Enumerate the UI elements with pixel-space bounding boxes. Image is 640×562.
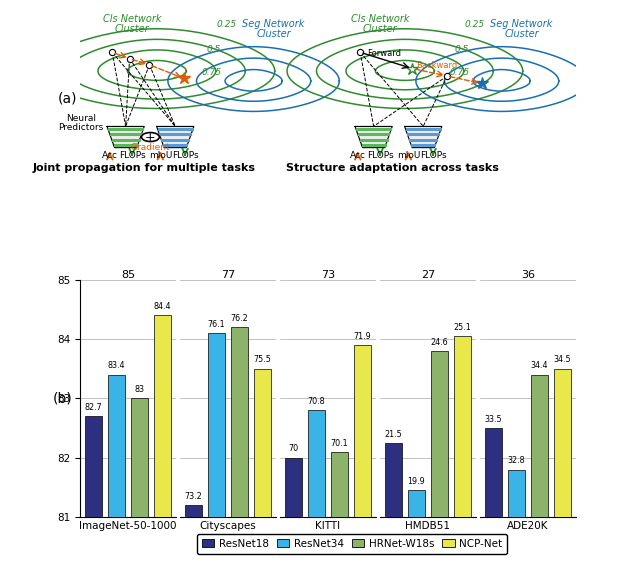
Bar — [385, 443, 402, 517]
Text: 0.75: 0.75 — [202, 68, 221, 77]
Text: 85: 85 — [121, 270, 135, 280]
Text: Backward: Backward — [417, 61, 458, 70]
Text: 83.4: 83.4 — [108, 361, 125, 370]
Text: Predictors: Predictors — [58, 123, 104, 132]
Text: Cluster: Cluster — [504, 29, 539, 39]
Bar — [308, 410, 324, 517]
Bar — [186, 505, 202, 517]
Text: 76.1: 76.1 — [208, 320, 225, 329]
Text: 83: 83 — [134, 385, 145, 394]
Text: 24.6: 24.6 — [431, 338, 448, 347]
Bar — [408, 491, 425, 517]
Text: Acc: Acc — [102, 151, 118, 160]
Text: FLOPs: FLOPs — [367, 151, 394, 160]
Text: 36: 36 — [521, 270, 535, 280]
Bar — [485, 428, 502, 517]
Polygon shape — [355, 126, 392, 148]
Text: 27: 27 — [421, 270, 435, 280]
Text: 25.1: 25.1 — [453, 323, 471, 332]
Text: mIoU: mIoU — [148, 151, 172, 160]
Text: 19.9: 19.9 — [408, 477, 426, 486]
Bar — [231, 327, 248, 517]
X-axis label: ADE20K: ADE20K — [507, 521, 548, 531]
Text: Cls Network: Cls Network — [103, 15, 161, 25]
Text: 32.8: 32.8 — [508, 456, 525, 465]
Bar — [508, 470, 525, 517]
Text: 73.2: 73.2 — [185, 492, 203, 501]
Text: (a): (a) — [58, 92, 77, 106]
Text: mIoU: mIoU — [397, 151, 420, 160]
Text: (b): (b) — [53, 391, 73, 405]
Text: 76.2: 76.2 — [230, 314, 248, 323]
Bar — [86, 416, 102, 517]
Bar — [354, 345, 371, 517]
Text: Structure adaptation across tasks: Structure adaptation across tasks — [286, 162, 499, 173]
Text: 0.5: 0.5 — [454, 46, 469, 55]
Bar — [454, 336, 470, 517]
Text: 82.7: 82.7 — [85, 403, 102, 412]
Text: 70: 70 — [289, 445, 299, 454]
Text: 75.5: 75.5 — [253, 356, 271, 365]
Text: 0.25: 0.25 — [465, 20, 484, 29]
Bar — [332, 452, 348, 517]
X-axis label: Cityscapes: Cityscapes — [200, 521, 257, 531]
Text: Neural: Neural — [66, 114, 96, 123]
Text: Gradient: Gradient — [131, 143, 170, 152]
Text: Cluster: Cluster — [363, 24, 397, 34]
Text: 33.5: 33.5 — [484, 415, 502, 424]
Bar — [531, 375, 548, 517]
Text: FLOPs: FLOPs — [119, 151, 145, 160]
Text: 0.75: 0.75 — [449, 68, 470, 77]
Text: 21.5: 21.5 — [385, 429, 403, 438]
Text: Cluster: Cluster — [115, 24, 149, 34]
Polygon shape — [107, 126, 144, 148]
X-axis label: ImageNet-50-1000: ImageNet-50-1000 — [79, 521, 177, 531]
Text: 73: 73 — [321, 270, 335, 280]
Bar — [131, 398, 148, 517]
X-axis label: KITTI: KITTI — [316, 521, 340, 531]
Text: 34.4: 34.4 — [531, 361, 548, 370]
Text: Cls Network: Cls Network — [351, 15, 410, 25]
Text: 34.5: 34.5 — [554, 356, 571, 365]
Bar — [554, 369, 570, 517]
Text: 71.9: 71.9 — [353, 332, 371, 341]
Bar — [254, 369, 271, 517]
Polygon shape — [157, 126, 194, 148]
Bar — [154, 315, 171, 517]
Text: 77: 77 — [221, 270, 235, 280]
Polygon shape — [404, 126, 442, 148]
Text: 70.1: 70.1 — [331, 438, 348, 447]
Text: FLOPs: FLOPs — [420, 151, 447, 160]
Text: +: + — [145, 130, 156, 143]
Text: Joint propagation for multiple tasks: Joint propagation for multiple tasks — [33, 162, 256, 173]
Text: Seg Network: Seg Network — [243, 20, 305, 29]
Bar — [209, 333, 225, 517]
Text: 84.4: 84.4 — [154, 302, 171, 311]
Bar — [431, 351, 447, 517]
Text: Cluster: Cluster — [256, 29, 291, 39]
Text: Seg Network: Seg Network — [490, 20, 552, 29]
Text: Forward: Forward — [367, 49, 401, 58]
Bar — [108, 375, 125, 517]
Text: 0.5: 0.5 — [207, 46, 221, 55]
Text: Acc: Acc — [349, 151, 366, 160]
Text: 0.25: 0.25 — [216, 20, 237, 29]
Text: 70.8: 70.8 — [308, 397, 325, 406]
Text: FLOPs: FLOPs — [172, 151, 198, 160]
Legend: ResNet18, ResNet34, HRNet-W18s, NCP-Net: ResNet18, ResNet34, HRNet-W18s, NCP-Net — [196, 533, 508, 554]
X-axis label: HMDB51: HMDB51 — [406, 521, 451, 531]
Bar — [285, 457, 302, 517]
